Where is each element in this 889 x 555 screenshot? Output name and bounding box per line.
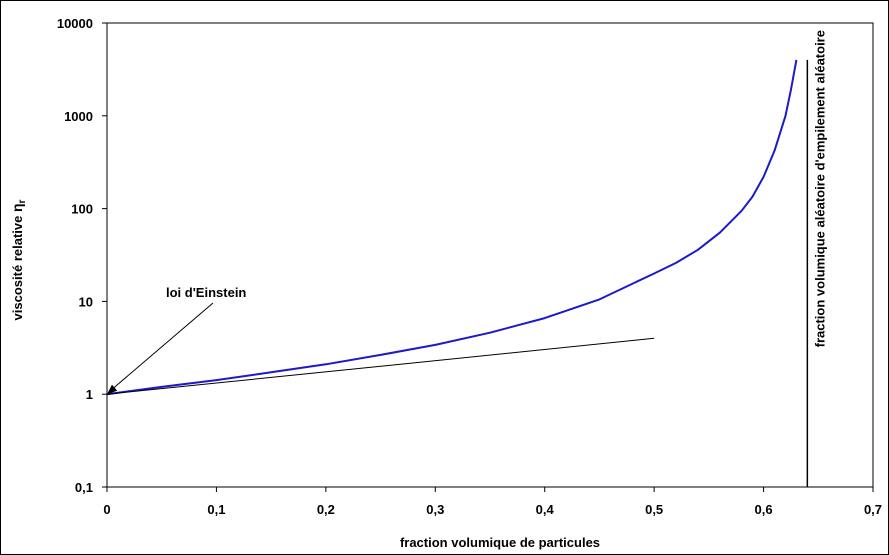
einstein-line bbox=[106, 337, 655, 395]
viscosity-curve bbox=[106, 59, 798, 396]
plot-area bbox=[106, 22, 874, 488]
y-tick-label: 100 bbox=[71, 202, 93, 217]
x-axis-ticks: 0 0,1 0,2 0,3 0,4 0,5 0,6 0,7 bbox=[103, 487, 882, 517]
x-tick-label: 0 bbox=[103, 502, 110, 517]
packing-limit-label: fraction volumique aléatoire d'empilemen… bbox=[812, 30, 827, 347]
x-tick-label: 0,4 bbox=[536, 502, 555, 517]
series-group bbox=[106, 59, 798, 396]
x-tick-label: 0,6 bbox=[755, 502, 773, 517]
annotation-label: loi d'Einstein bbox=[166, 285, 246, 300]
x-tick-label: 0,2 bbox=[317, 502, 335, 517]
y-axis-title-main: viscosité relative bbox=[10, 212, 25, 320]
y-axis-title-symbol: η bbox=[9, 203, 25, 212]
x-tick-label: 0,7 bbox=[864, 502, 882, 517]
y-tick-label: 10000 bbox=[57, 16, 93, 31]
annotation-arrow-head bbox=[107, 384, 118, 395]
x-tick-label: 0,1 bbox=[207, 502, 225, 517]
y-tick-label: 0,1 bbox=[75, 480, 93, 495]
y-axis-ticks: 0,1 1 10 100 1000 10000 bbox=[57, 16, 107, 495]
x-tick-label: 0,5 bbox=[645, 502, 663, 517]
x-axis-title: fraction volumique de particules bbox=[400, 535, 600, 550]
y-axis-title: viscosité relative ηr bbox=[9, 199, 28, 320]
y-tick-label: 10 bbox=[79, 294, 93, 309]
x-tick-label: 0,3 bbox=[426, 502, 444, 517]
y-axis-title-sub: r bbox=[17, 199, 28, 203]
y-tick-label: 1 bbox=[86, 387, 93, 402]
y-tick-label: 1000 bbox=[64, 109, 93, 124]
annotation-arrow bbox=[110, 302, 214, 391]
